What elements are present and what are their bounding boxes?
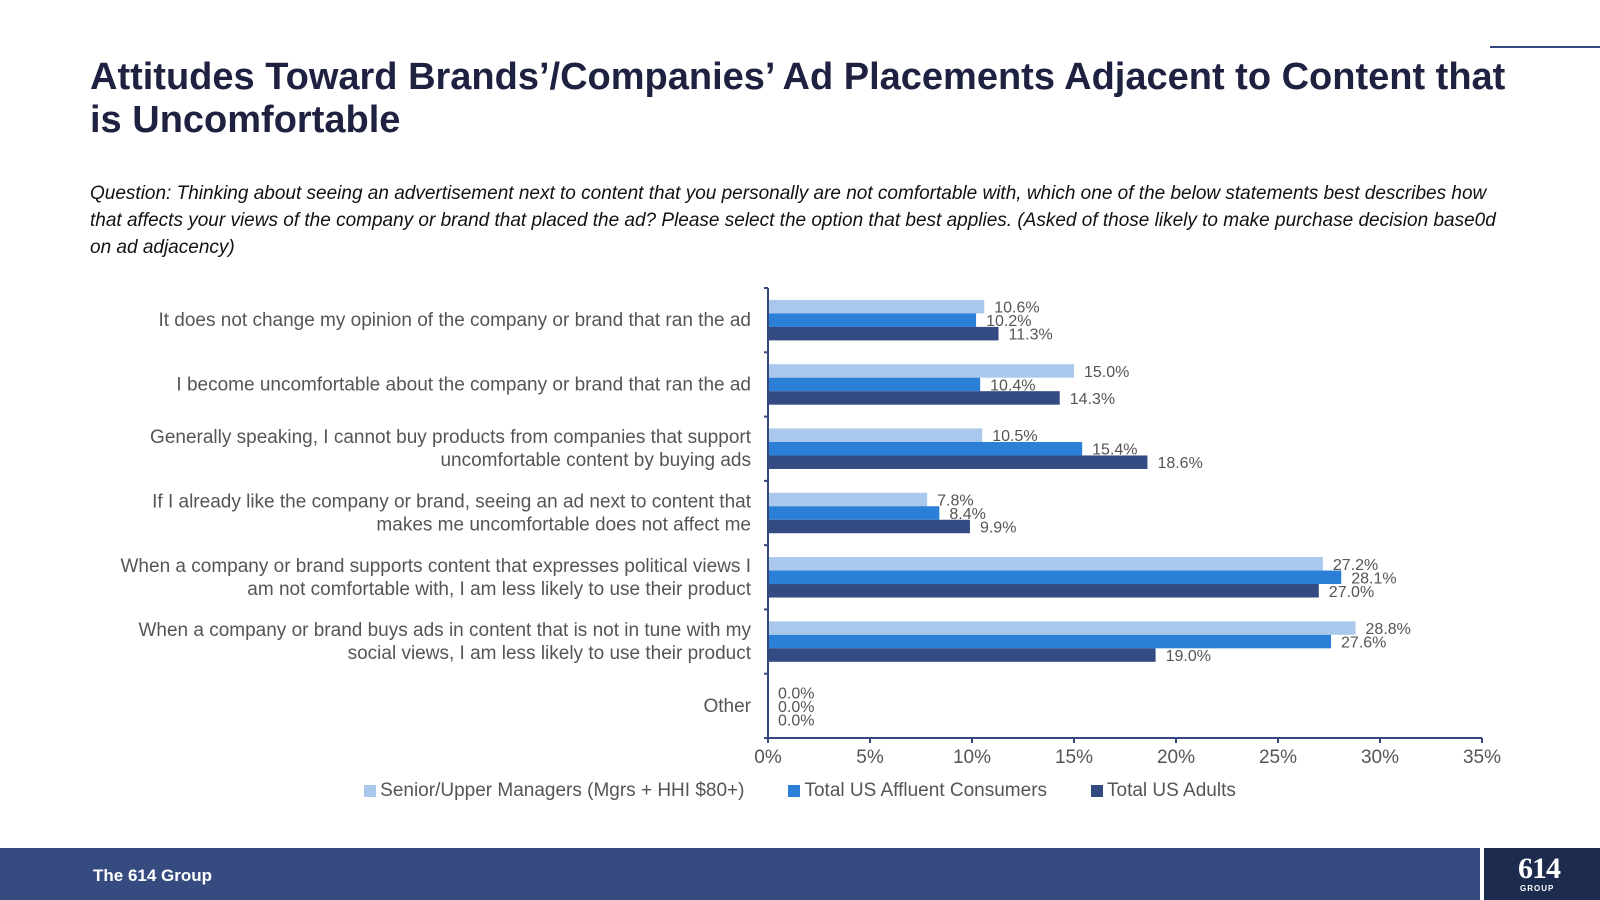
logo-word: GROUP [1520,884,1555,893]
bar [768,313,977,327]
data-label: 15.4% [1092,442,1137,459]
x-tick-label: 15% [1055,747,1093,768]
footer-company-name: The 614 Group [93,866,213,885]
x-tick-label: 10% [953,747,991,768]
bar [768,634,1332,649]
legend-swatch [788,785,801,797]
logo-number: 614 [1518,852,1561,885]
data-label: 10.2% [986,313,1031,330]
legend-item: Total US Affluent Consumers [788,780,1047,802]
data-label: 0.0% [778,685,814,702]
category-label: If I already like the company or brand, … [152,492,752,536]
data-label: 19.0% [1166,648,1211,665]
x-tick-label: 0% [754,747,782,768]
category-label-line: makes me uncomfortable does not affect m… [376,515,751,536]
bar [768,584,1319,598]
data-label: 11.3% [1009,327,1053,344]
data-label: 15.0% [1084,364,1129,381]
category-label-line: social views, I am less likely to use th… [348,643,752,664]
x-tick-label: 5% [856,747,884,768]
legend-label: Senior/Upper Managers (Mgrs + HHI $80+) [380,780,745,801]
bar [768,557,1323,571]
bar [768,326,999,341]
category-label: When a company or brand supports content… [121,556,752,600]
bar [768,299,985,314]
bar [768,570,1342,585]
category-label-line: I become uncomfortable about the company… [176,374,751,395]
category-label-line: am not comfortable with, I am less likel… [247,579,751,600]
category-label-line: uncomfortable content by buying ads [440,450,751,471]
data-label: 28.8% [1366,621,1411,638]
data-label: 10.4% [990,377,1035,394]
category-label-line: Generally speaking, I cannot buy product… [150,427,752,448]
x-tick-label: 20% [1157,747,1195,768]
legend-swatch [364,785,377,797]
data-label: 10.5% [992,428,1037,445]
bar [768,648,1156,662]
category-label-line: When a company or brand supports content… [121,556,752,577]
data-label: 8.4% [949,506,985,523]
data-label: 18.6% [1157,455,1202,472]
x-tick-label: 25% [1259,747,1297,768]
survey-question: Question: Thinking about seeing an adver… [90,183,1496,258]
legend-item: Total US Adults [1091,780,1236,802]
data-label: 0.0% [778,712,814,729]
bar [768,492,928,507]
category-label: I become uncomfortable about the company… [176,374,751,395]
bar [768,377,981,392]
data-label: 27.6% [1341,635,1386,652]
category-label-line: If I already like the company or brand, … [152,492,752,513]
data-label: 14.3% [1070,391,1115,408]
bar [768,506,940,520]
bar [768,455,1148,469]
data-label: 28.1% [1351,570,1396,587]
x-tick-label: 35% [1463,747,1501,768]
data-label: 7.8% [937,493,973,510]
footer-bar [0,848,1480,900]
legend-label: Total US Adults [1107,780,1236,801]
category-label-line: Other [703,696,751,717]
data-label: 0.0% [778,699,814,716]
category-label: When a company or brand buys ads in cont… [138,620,751,664]
slide-title: Attitudes Toward Brands’/Companies’ Ad P… [90,56,1506,141]
company-logo [1484,848,1600,900]
chart-legend: Senior/Upper Managers (Mgrs + HHI $80+) T… [0,780,1600,802]
data-label: 9.9% [980,520,1016,537]
category-label: Generally speaking, I cannot buy product… [150,427,752,471]
legend-label: Total US Affluent Consumers [804,780,1048,801]
bar [768,364,1074,378]
category-label-line: When a company or brand buys ads in cont… [138,620,751,641]
bar [768,428,983,442]
legend-swatch [1091,785,1104,797]
x-tick-label: 30% [1361,747,1399,768]
top-accent-rule [1490,46,1600,48]
bar [768,519,970,534]
bar [768,441,1083,456]
legend-item: Senior/Upper Managers (Mgrs + HHI $80+) [364,780,744,802]
category-label-line: It does not change my opinion of the com… [158,310,751,331]
bar [768,391,1060,405]
category-label: It does not change my opinion of the com… [158,310,751,331]
category-label: Other [703,696,751,717]
data-label: 27.2% [1333,557,1378,574]
data-label: 27.0% [1329,584,1374,601]
bar [768,621,1356,635]
data-label: 10.6% [994,300,1039,317]
